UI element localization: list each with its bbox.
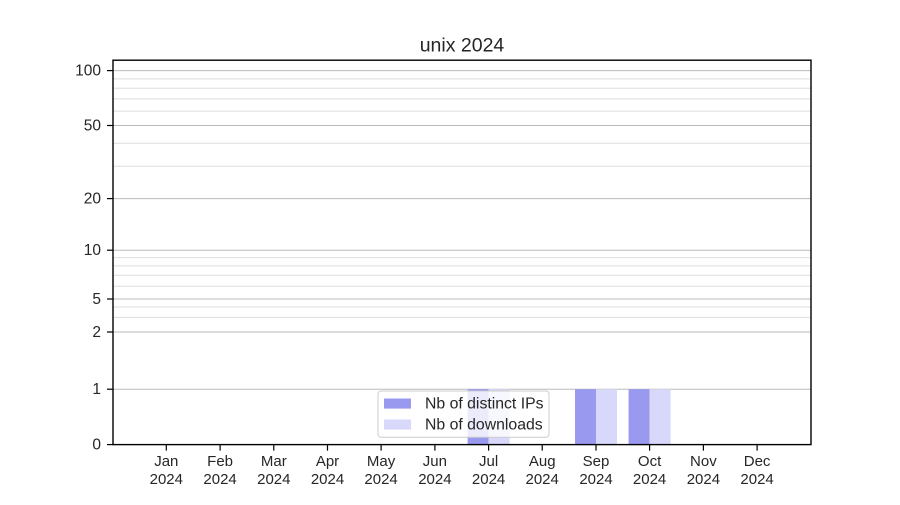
svg-text:Nb of distinct IPs: Nb of distinct IPs	[425, 396, 544, 413]
svg-text:Nov: Nov	[690, 453, 717, 470]
svg-text:Oct: Oct	[638, 453, 662, 470]
svg-text:2024: 2024	[418, 471, 451, 488]
svg-text:2024: 2024	[150, 471, 183, 488]
svg-text:unix 2024: unix 2024	[420, 35, 505, 57]
svg-text:Sep: Sep	[583, 453, 610, 470]
svg-text:20: 20	[84, 191, 102, 208]
svg-text:2: 2	[92, 324, 101, 341]
svg-text:May: May	[367, 453, 396, 470]
svg-text:2024: 2024	[579, 471, 612, 488]
svg-text:2024: 2024	[257, 471, 290, 488]
svg-text:0: 0	[92, 437, 101, 454]
svg-text:2024: 2024	[740, 471, 773, 488]
svg-text:2024: 2024	[687, 471, 720, 488]
svg-text:Nb of downloads: Nb of downloads	[425, 417, 543, 434]
svg-text:Jul: Jul	[479, 453, 498, 470]
svg-text:100: 100	[75, 63, 101, 80]
svg-text:Aug: Aug	[529, 453, 556, 470]
svg-text:Dec: Dec	[744, 453, 771, 470]
svg-text:10: 10	[84, 242, 102, 259]
svg-text:Jun: Jun	[423, 453, 447, 470]
svg-text:1: 1	[92, 381, 101, 398]
svg-text:2024: 2024	[526, 471, 559, 488]
svg-text:2024: 2024	[472, 471, 505, 488]
svg-text:5: 5	[92, 291, 101, 308]
svg-text:Mar: Mar	[261, 453, 287, 470]
svg-text:2024: 2024	[364, 471, 397, 488]
svg-text:Jan: Jan	[154, 453, 178, 470]
svg-text:Feb: Feb	[207, 453, 233, 470]
svg-text:2024: 2024	[203, 471, 236, 488]
svg-text:2024: 2024	[311, 471, 344, 488]
svg-text:Apr: Apr	[316, 453, 339, 470]
svg-text:50: 50	[84, 118, 102, 135]
svg-text:2024: 2024	[633, 471, 666, 488]
